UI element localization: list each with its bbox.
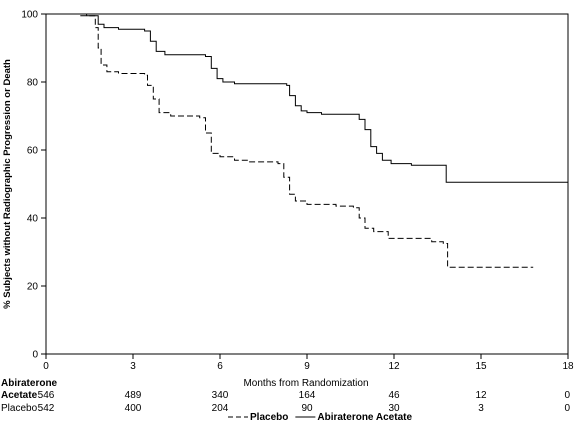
- x-axis-label: Months from Randomization: [243, 378, 368, 389]
- risk-table-cell: 46: [388, 390, 400, 401]
- plot-frame: [45, 13, 569, 355]
- x-tick-label: 0: [43, 361, 49, 372]
- risk-table-cell: 90: [301, 403, 313, 414]
- y-tick-label: 0: [32, 350, 38, 361]
- risk-table-cell: 30: [388, 403, 400, 414]
- risk-table-cell: 489: [125, 390, 142, 401]
- risk-table-cell: 0: [564, 403, 570, 414]
- risk-table-cell: 546: [38, 390, 55, 401]
- series-line-abiraterone-acetate: [46, 13, 568, 183]
- y-tick-label: 60: [27, 146, 39, 157]
- y-tick-label: 20: [27, 282, 39, 293]
- risk-table-cell: 204: [212, 403, 229, 414]
- legend-label: Abiraterone Acetate: [317, 412, 412, 423]
- risk-table-cell: 542: [38, 403, 55, 414]
- x-tick-label: 6: [217, 361, 223, 372]
- x-tick-label: 3: [130, 361, 136, 372]
- y-tick-label: 40: [27, 214, 39, 225]
- legend-label: Placebo: [250, 412, 288, 423]
- risk-table-header: Abiraterone: [1, 378, 58, 389]
- series-line-placebo: [46, 13, 534, 268]
- risk-row-label: Placebo: [1, 403, 38, 414]
- x-tick-label: 9: [304, 361, 310, 372]
- risk-table-cell: 340: [212, 390, 229, 401]
- risk-table-cell: 164: [299, 390, 316, 401]
- x-tick-label: 18: [562, 361, 574, 372]
- y-axis-label: % Subjects without Radiographic Progress…: [2, 59, 13, 309]
- risk-row-label: Acetate: [1, 390, 38, 401]
- risk-table-cell: 3: [478, 403, 484, 414]
- plot-axes: 0 3 6 9 12 15 18 0 20 40 60 80 100: [21, 10, 574, 373]
- risk-table-cell: 12: [475, 390, 487, 401]
- risk-table-cell: 0: [564, 390, 570, 401]
- y-tick-label: 100: [21, 10, 38, 21]
- x-tick-label: 12: [388, 361, 400, 372]
- chart-legend: Placebo Abiraterone Acetate: [228, 412, 412, 423]
- x-tick-label: 15: [475, 361, 487, 372]
- y-tick-label: 80: [27, 78, 39, 89]
- risk-table-cell: 400: [125, 403, 142, 414]
- plot-series: [46, 13, 568, 268]
- risk-table: Acetate 546 489 340 164 46 12 0 Placebo 542 400 204…: [1, 390, 570, 414]
